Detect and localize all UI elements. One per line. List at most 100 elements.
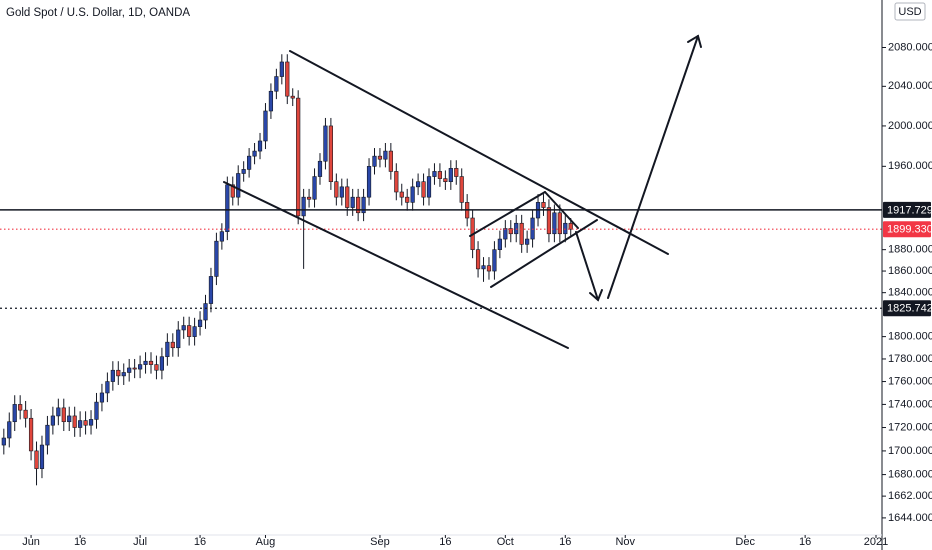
price-tag (883, 221, 931, 238)
candle-body (296, 97, 301, 217)
y-tick-label: 1880.000 (888, 244, 932, 256)
flag-line (490, 219, 598, 288)
candle-body (443, 178, 448, 182)
currency-label[interactable]: USD (898, 6, 921, 18)
price-tag (883, 300, 931, 317)
candle-body (492, 249, 497, 272)
candle-body (236, 173, 241, 198)
y-tick-label: 1760.000 (888, 375, 932, 387)
price-tag-label: 1917.729 (887, 204, 932, 216)
x-tick-label: 16 (74, 536, 86, 548)
x-tick-label: 16 (439, 536, 451, 548)
x-tick-label: Nov (615, 536, 635, 548)
candle-body (377, 155, 383, 160)
candle-body (372, 155, 377, 167)
candle-body (563, 222, 568, 235)
candle-body (230, 184, 235, 198)
candle-body (197, 319, 203, 327)
candle-body (121, 372, 126, 377)
candle-body (350, 196, 355, 208)
arrow-head (687, 34, 702, 48)
x-tick-label: Sep (370, 536, 390, 548)
x-tick-label: Dec (735, 536, 755, 548)
candle-body (110, 369, 115, 382)
price-tag-label: 1899.330 (887, 224, 932, 236)
candle-body (88, 419, 94, 426)
currency-box[interactable] (894, 2, 926, 21)
candle-body (132, 367, 137, 370)
candle-body (383, 150, 388, 160)
candle-body (454, 168, 459, 177)
y-tick-label: 1662.000 (888, 490, 932, 502)
candle-body (557, 212, 562, 235)
candle-body (285, 61, 290, 97)
candle-body (176, 329, 181, 349)
candle-body (356, 196, 361, 214)
candle-body (568, 222, 573, 230)
candle-body (61, 407, 66, 423)
candle-body (148, 360, 154, 365)
candle-body (481, 265, 486, 270)
candle-body (475, 249, 481, 270)
candle-body (290, 95, 295, 99)
candle-body (94, 401, 99, 420)
y-tick-label: 1840.000 (888, 287, 932, 299)
candle-body (219, 231, 224, 242)
candle-body (1, 437, 6, 446)
flag-line (544, 191, 579, 229)
candle-body (514, 222, 519, 235)
candle-body (83, 420, 88, 426)
candle-body (334, 181, 339, 198)
candle-body (497, 238, 502, 250)
candle-body (306, 196, 312, 200)
candle-body (257, 140, 263, 152)
candle-body (105, 381, 110, 394)
candle-body (274, 76, 279, 92)
candle-body (225, 184, 230, 232)
x-tick-label: 16 (194, 536, 206, 548)
candle-body (268, 90, 274, 112)
y-tick-label: 1720.000 (888, 421, 932, 433)
candle-body (154, 364, 159, 371)
candle-body (127, 367, 132, 373)
price-tag (883, 201, 931, 218)
plot-area (0, 54, 882, 486)
candle-body (432, 171, 437, 177)
x-tick-label: 2021 (864, 536, 888, 548)
candle-body (192, 326, 197, 337)
candle-body (241, 169, 246, 174)
y-tick-label: 1680.000 (888, 468, 932, 480)
candle-body (541, 202, 546, 208)
candle-body (339, 186, 344, 198)
arrow (575, 231, 599, 301)
candle-body (301, 196, 306, 217)
y-tick-label: 2000.000 (888, 120, 932, 132)
x-tick-label: Aug (256, 536, 276, 548)
y-tick-label: 1860.000 (888, 265, 932, 277)
candle-body (56, 407, 61, 417)
candle-body (405, 196, 410, 203)
candle-body (323, 125, 328, 162)
candle-body (187, 325, 192, 337)
candle-body (50, 415, 55, 426)
price-tag-label: 1825.742 (887, 303, 932, 315)
candle-body (72, 415, 77, 428)
candle-body (546, 207, 552, 235)
candle-body (394, 171, 399, 193)
arrow (607, 35, 699, 299)
candle-body (252, 150, 257, 157)
candle-body (170, 341, 175, 349)
y-tick-label: 1740.000 (888, 398, 932, 410)
candle-body (459, 176, 464, 203)
candle-body (366, 166, 372, 198)
candle-body (448, 168, 453, 182)
candle-body (203, 303, 208, 321)
y-tick-label: 2040.000 (888, 80, 932, 92)
candle-body (99, 392, 105, 403)
candle-body (28, 417, 34, 452)
x-tick-label: 16 (799, 536, 811, 548)
trend-line (223, 181, 569, 349)
candle-body (7, 421, 12, 439)
